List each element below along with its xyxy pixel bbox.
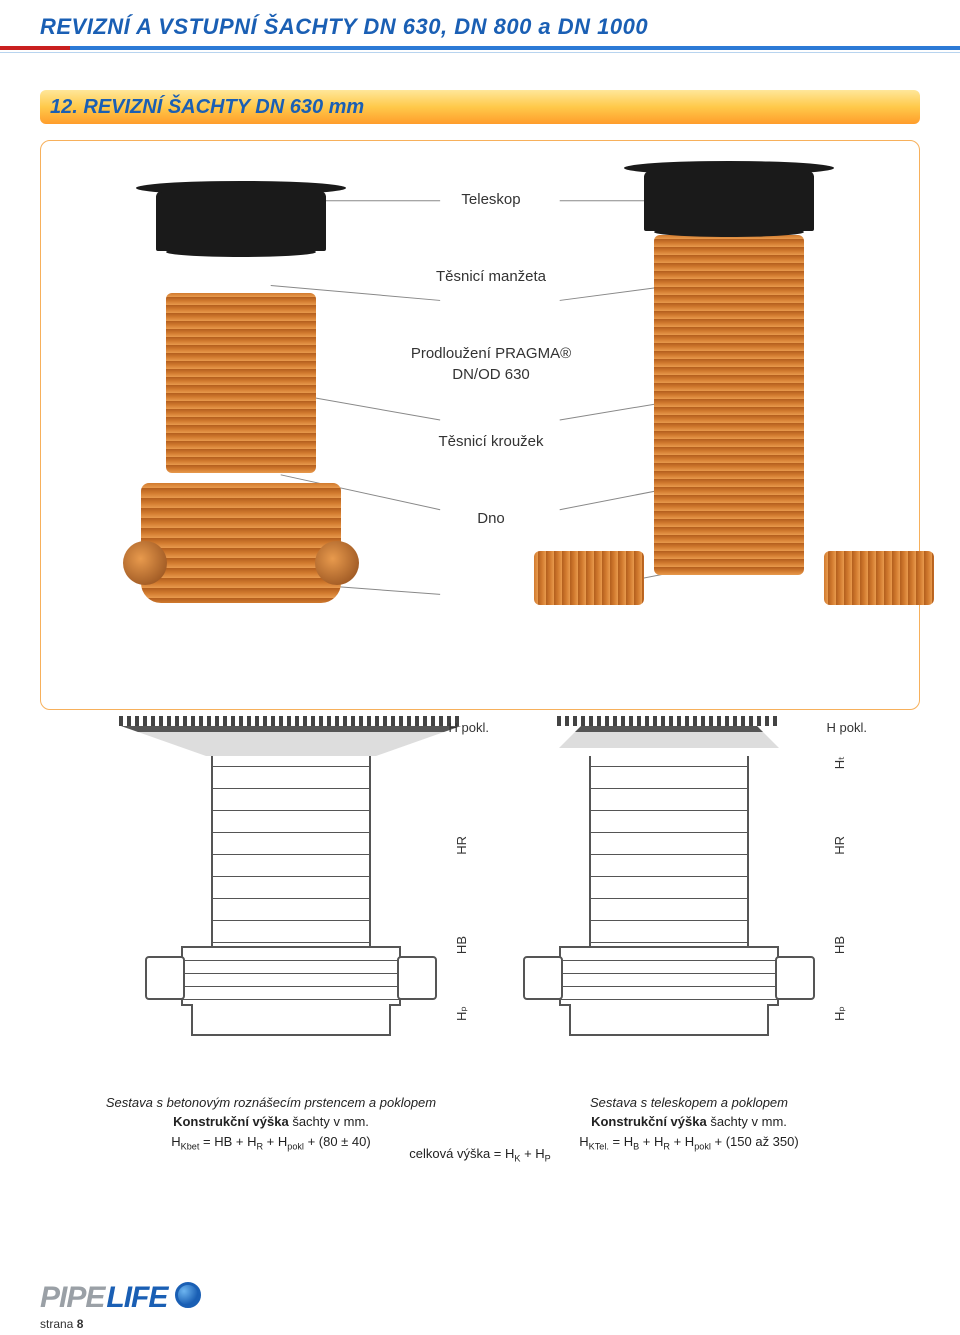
manhole-base-assembly-icon — [594, 515, 864, 635]
caption-left-line1: Sestava s betonovým roznášecím prstencem… — [106, 1095, 436, 1110]
section-number: 12. — [50, 96, 78, 119]
page-number: strana 8 — [40, 1317, 83, 1331]
caption-left: Sestava s betonovým roznášecím prstencem… — [81, 1093, 461, 1154]
manhole-assembled — [629, 171, 829, 635]
logo-pipe: PIPE — [40, 1281, 104, 1315]
page-title: REVIZNÍ A VSTUPNÍ ŠACHTY DN 630, DN 800 … — [40, 14, 648, 40]
label-krouzek: Těsnicí kroužek — [361, 433, 621, 450]
caption-right-line1: Sestava s teleskopem a poklopem — [590, 1095, 788, 1110]
logo: PIPE LIFE — [40, 1281, 201, 1315]
label-manzeta: Těsnicí manžeta — [361, 268, 621, 285]
label-ht-right: Hₜ — [832, 756, 847, 769]
corrugated-riser-icon — [166, 293, 316, 473]
thin-blue-rule — [0, 52, 960, 53]
section-title: REVIZNÍ ŠACHTY DN 630 mm — [83, 96, 364, 119]
label-hr-left: HR — [454, 836, 469, 855]
diagram-concrete-ring: H pokl. HR HB Hₚ — [141, 726, 441, 1046]
manhole-base-icon — [141, 483, 341, 603]
label-hb-right: HB — [832, 936, 847, 954]
label-hp-left: Hₚ — [454, 1006, 469, 1021]
red-stripe — [0, 46, 70, 50]
label-hr-right: HR — [832, 836, 847, 855]
blue-stripe — [70, 46, 960, 50]
caption-center-formula: celková výška = HK + HP — [41, 1146, 919, 1164]
caption-right: Sestava s teleskopem a poklopem Konstruk… — [499, 1093, 879, 1154]
label-hp-right: Hₚ — [832, 1006, 847, 1021]
label-teleskop: Teleskop — [361, 191, 621, 208]
caption-left-rest: šachty v mm. — [289, 1114, 369, 1129]
label-hb-left: HB — [454, 936, 469, 954]
logo-ball-icon — [175, 1282, 201, 1308]
diagram-panel: H pokl. HR HB Hₚ H pokl. Hₜ HR HB Hₚ Ses… — [40, 725, 920, 1165]
page-num-value: 8 — [77, 1317, 84, 1331]
label-prodlouzeni-1: Prodloužení PRAGMA® — [361, 345, 621, 362]
diagram-telescope: H pokl. Hₜ HR HB Hₚ — [519, 726, 819, 1046]
caption-row: Sestava s betonovým roznášecím prstencem… — [41, 1093, 919, 1154]
label-dno: Dno — [361, 510, 621, 527]
label-hpokl-right: H pokl. — [827, 720, 867, 735]
telescope-cap-icon — [156, 191, 326, 251]
section-banner: 12. REVIZNÍ ŠACHTY DN 630 mm — [40, 90, 920, 124]
manhole-exploded — [141, 191, 341, 603]
caption-left-bold: Konstrukční výška — [173, 1114, 289, 1129]
caption-right-bold: Konstrukční výška — [591, 1114, 707, 1129]
page-label: strana — [40, 1317, 73, 1331]
label-hpokl-left: H pokl. — [449, 720, 489, 735]
logo-life: LIFE — [106, 1281, 167, 1315]
telescope-cap-icon — [644, 171, 814, 231]
photo-panel: Teleskop Těsnicí manžeta Prodloužení PRA… — [40, 140, 920, 710]
caption-right-rest: šachty v mm. — [707, 1114, 787, 1129]
label-column: Teleskop Těsnicí manžeta Prodloužení PRA… — [361, 161, 621, 587]
label-prodlouzeni-2: DN/OD 630 — [361, 366, 621, 383]
